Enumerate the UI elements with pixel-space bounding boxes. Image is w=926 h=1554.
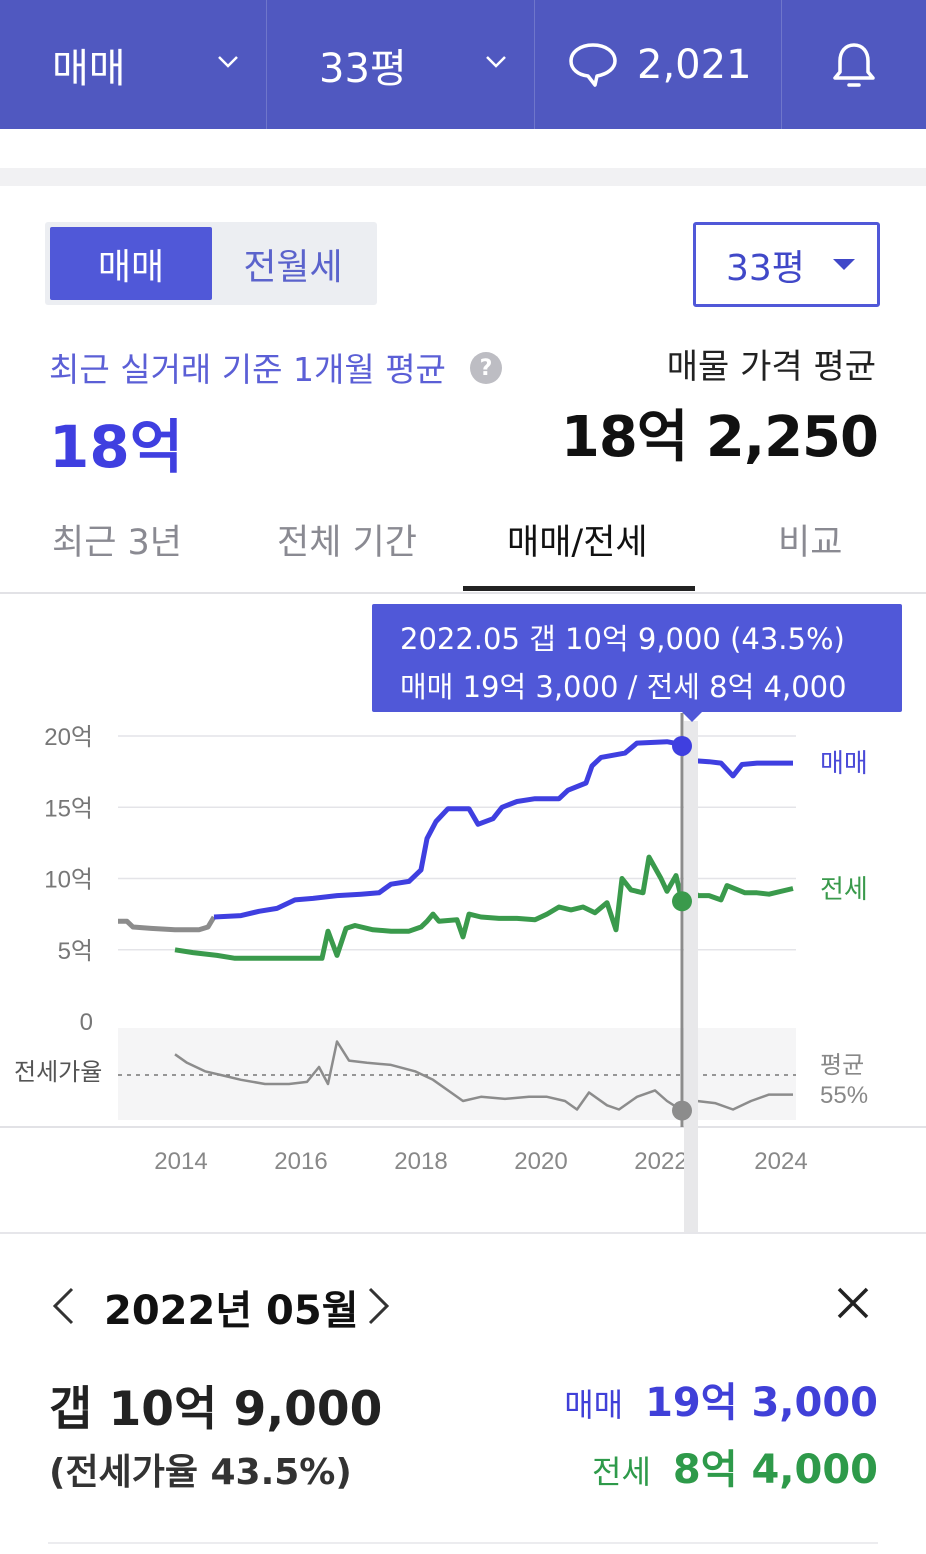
x-tick-label: 2020 <box>514 1148 567 1175</box>
y-tick-label: 20억 <box>44 724 93 751</box>
tab-sale-rent[interactable]: 매매/전세 <box>507 523 648 563</box>
chevron-down-icon <box>486 56 506 68</box>
x-tick-label: 2016 <box>274 1148 327 1175</box>
close-icon[interactable] <box>836 1286 870 1320</box>
tooltip-line-2: 매매 19억 3,000 / 전세 8억 4,000 <box>400 670 847 704</box>
area-select-value: 33평 <box>726 247 805 289</box>
bottom-divider <box>48 1542 878 1544</box>
legend-sale: 매매 <box>820 748 868 778</box>
gap-value: 갭 10억 9,000 <box>49 1382 383 1437</box>
selected-ratio-point <box>672 1100 692 1121</box>
x-tick-label: 2014 <box>154 1148 207 1175</box>
ratio-text: (전세가율 43.5%) <box>49 1452 352 1493</box>
detail-rent-row: 전세 8억 4,000 <box>592 1437 878 1495</box>
area-label: 33평 <box>319 45 407 92</box>
notification-button[interactable] <box>781 0 926 129</box>
help-icon[interactable]: ? <box>470 352 502 384</box>
chevron-left-icon[interactable] <box>50 1286 78 1326</box>
detail-separator <box>0 1232 926 1234</box>
section-divider <box>0 168 926 186</box>
ratio-axis-label: 전세가율 <box>14 1059 102 1086</box>
tooltip-line-1: 2022.05 갭 10억 9,000 (43.5%) <box>400 622 845 656</box>
x-tick-label: 2022 <box>634 1148 687 1175</box>
active-tab-underline <box>463 586 695 591</box>
deal-type-dropdown[interactable]: 매매 <box>0 0 266 129</box>
period-tabs: 최근 3년 전체 기간 매매/전세 비교 <box>0 500 926 594</box>
segment-rent-button[interactable]: 전월세 <box>243 246 343 288</box>
y-tick-label: 0 <box>80 1009 93 1036</box>
chevron-right-icon[interactable] <box>364 1286 392 1326</box>
listing-avg-value: 18억 2,250 <box>560 405 879 470</box>
segment-sale-button[interactable]: 매매 <box>50 227 212 300</box>
legend-rent: 전세 <box>820 874 868 904</box>
selected-rent-point <box>672 891 692 912</box>
chevron-down-icon <box>218 56 238 68</box>
tab-all-period[interactable]: 전체 기간 <box>277 523 417 563</box>
detail-rent-value: 8억 4,000 <box>672 1447 878 1493</box>
tab-compare[interactable]: 비교 <box>778 523 843 563</box>
speech-bubble-icon <box>569 42 617 87</box>
recent-avg-label: 최근 실거래 기준 1개월 평균 <box>49 350 446 389</box>
comments-button[interactable]: 2,021 <box>534 0 781 129</box>
x-tick-label: 2018 <box>394 1148 447 1175</box>
caret-down-icon <box>833 259 855 270</box>
bell-icon <box>833 42 875 87</box>
ratio-avg-value: 55% <box>820 1082 868 1109</box>
chart-tooltip: 2022.05 갭 10억 9,000 (43.5%) 매매 19억 3,000… <box>372 604 902 722</box>
y-tick-label: 10억 <box>44 867 93 894</box>
price-chart[interactable]: 20억 15억 10억 5억 0 2014 2016 2018 2020 2022 2024 전세… <box>0 593 926 1233</box>
x-tick-label: 2024 <box>754 1148 807 1175</box>
detail-sale-row: 매매 19억 3,000 <box>564 1370 878 1428</box>
tooltip-arrow <box>682 712 702 722</box>
selected-sale-point <box>672 735 692 756</box>
detail-sale-value: 19억 3,000 <box>645 1380 878 1426</box>
area-select[interactable]: 33평 <box>693 222 880 307</box>
deal-segment-control: 매매 전월세 <box>45 222 377 305</box>
tab-recent-3y[interactable]: 최근 3년 <box>52 523 182 563</box>
sale-line <box>213 739 793 920</box>
comment-count: 2,021 <box>637 41 752 88</box>
early-price-line <box>118 915 217 933</box>
detail-sale-label: 매매 <box>564 1386 624 1424</box>
listing-avg-label: 매물 가격 평균 <box>666 347 876 387</box>
detail-rent-label: 전세 <box>592 1453 651 1491</box>
top-bar: 매매 33평 2,021 <box>0 0 926 129</box>
y-tick-label: 5억 <box>58 938 93 965</box>
recent-avg-value: 18억 <box>49 413 184 481</box>
area-dropdown[interactable]: 33평 <box>266 0 534 129</box>
y-tick-label: 15억 <box>44 795 93 822</box>
crosshair-band <box>684 721 698 1233</box>
deal-type-label: 매매 <box>52 45 126 92</box>
ratio-avg-label: 평균 <box>820 1052 864 1079</box>
month-title: 2022년 05월 <box>104 1288 359 1334</box>
